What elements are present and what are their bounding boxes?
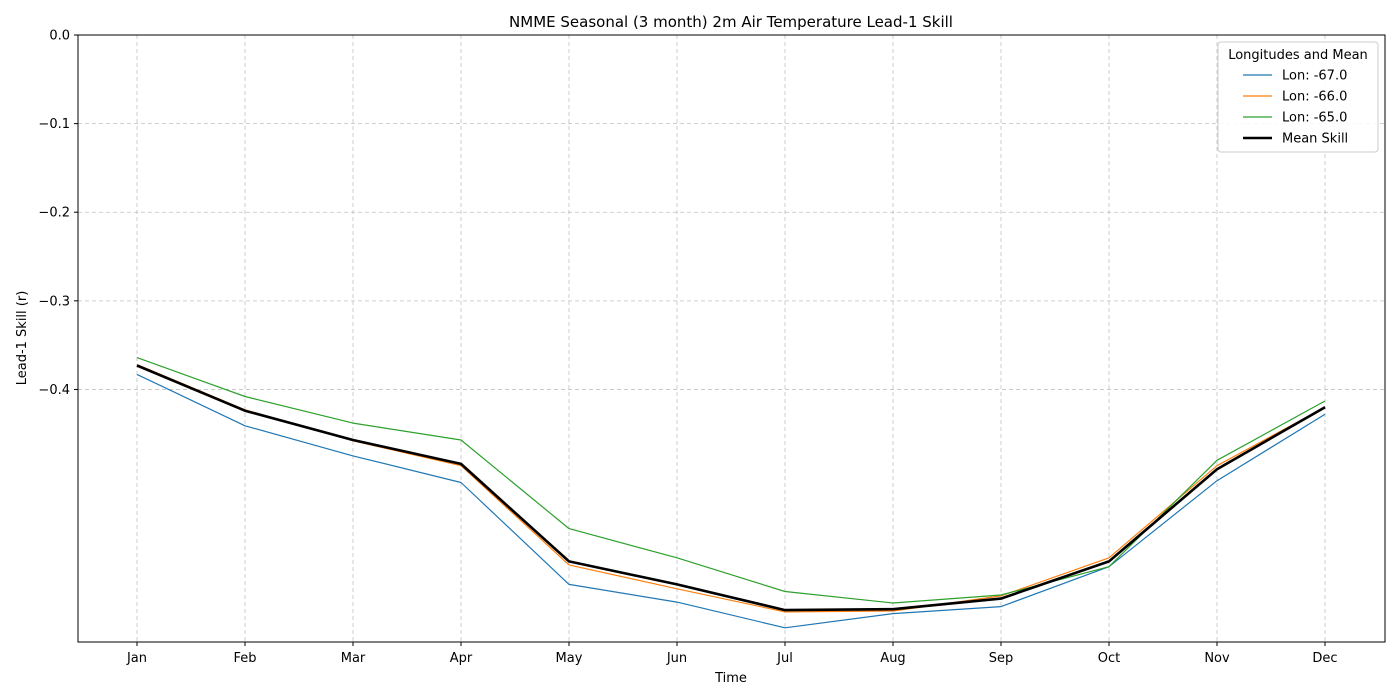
x-tick-label: Oct <box>1098 651 1120 666</box>
series-lines <box>136 357 1326 629</box>
x-axis-ticks: Jan Feb Mar Apr May Jun Jul Aug Sep Oct Nov Dec <box>126 642 1338 666</box>
legend-label: Lon: -65.0 <box>1282 111 1347 126</box>
chart-title: NMME Seasonal (3 month) 2m Air Temperatu… <box>509 13 953 31</box>
x-tick-label: Dec <box>1312 651 1337 666</box>
y-tick-label: 0.0 <box>49 29 70 44</box>
x-tick-label: Mar <box>341 651 366 666</box>
series-line-3 <box>136 364 1326 612</box>
x-tick-label: May <box>556 651 583 666</box>
y-tick-label: −0.3 <box>38 294 70 309</box>
x-tick-label: Sep <box>989 651 1014 666</box>
y-tick-label: −0.2 <box>38 206 70 221</box>
y-axis-ticks: 0.0 −0.1 −0.2 −0.3 −0.4 <box>38 29 78 398</box>
x-axis-label: Time <box>714 671 747 686</box>
x-tick-label: Aug <box>880 651 905 666</box>
grid-lines <box>78 34 1385 642</box>
x-tick-label: Nov <box>1204 651 1230 666</box>
legend-label: Lon: -67.0 <box>1282 69 1347 84</box>
x-tick-label: Jun <box>666 651 687 666</box>
x-tick-label: Jul <box>776 651 793 666</box>
x-tick-label: Apr <box>450 651 473 666</box>
series-line-0 <box>136 373 1326 629</box>
legend-title: Longitudes and Mean <box>1228 48 1368 63</box>
legend-label: Lon: -66.0 <box>1282 90 1347 105</box>
legend-frame <box>1217 41 1379 153</box>
y-axis-label: Lead-1 Skill (r) <box>15 291 30 386</box>
legend-entries: Lon: -67.0 Lon: -66.0 Lon: -65.0 Mean Skill <box>1243 69 1348 147</box>
x-tick-label: Feb <box>233 651 256 666</box>
y-tick-label: −0.4 <box>38 383 70 398</box>
x-tick-label: Jan <box>126 651 147 666</box>
plot-area-frame <box>77 34 1386 643</box>
legend: Longitudes and Mean Lon: -67.0 Lon: -66.0… <box>1217 41 1379 153</box>
series-line-2 <box>136 357 1326 604</box>
y-tick-label: −0.1 <box>38 117 70 132</box>
legend-label: Mean Skill <box>1282 132 1348 147</box>
